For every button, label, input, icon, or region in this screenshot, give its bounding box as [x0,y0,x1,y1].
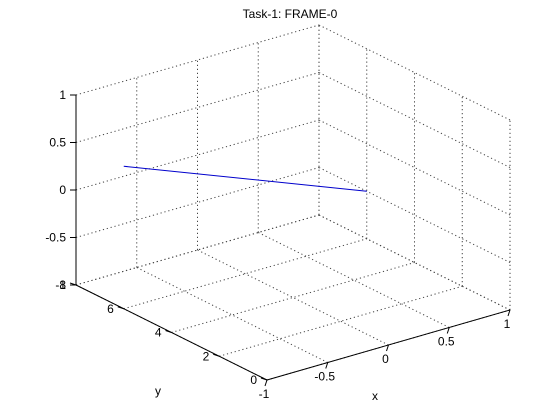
y-tick-mark [117,306,124,310]
side-wall-grid-line [318,72,511,168]
floor-grid-line [197,249,389,346]
x-axis-label: x [372,389,378,403]
floor-grid-line [171,262,415,333]
chart-title: Task-1: FRAME-0 [243,7,338,21]
z-tick-label: 1 [59,88,66,102]
z-tick-label: 0.5 [49,136,66,150]
x-tick-label: -1 [259,387,270,401]
x-tick-mark [325,362,329,369]
y-tick-mark [213,353,220,357]
series-line [123,165,367,192]
back-wall-grid-line [75,72,320,143]
z-tick-label: -0.5 [45,231,66,245]
z-tick-label: -1 [55,278,66,292]
x-tick-label: -0.5 [314,370,335,384]
x-tick-mark [386,344,389,352]
chart-grid [75,24,511,381]
y-tick-label: 6 [107,302,114,316]
x-tick-mark [264,379,268,387]
y-tick-label: 0 [250,373,257,387]
x-tick-mark [446,327,450,334]
x-tick-mark [507,309,511,317]
floor-grid-line [258,232,450,328]
floor-grid-line [136,267,328,363]
z-tick-label: 0 [59,183,66,197]
y-tick-label: 4 [155,326,162,340]
series-layer [123,165,367,192]
axes-frame [69,94,511,387]
back-wall-grid-line [75,119,320,191]
x-tick-label: 0 [382,352,389,366]
x-tick-label: 1 [504,317,511,331]
x-tick-label: 0.5 [438,335,455,349]
floor-grid-line [219,285,463,357]
y-axis-label: y [155,384,161,398]
y-tick-mark [260,377,268,381]
y-tick-label: 2 [203,349,210,363]
y-tick-mark [165,330,172,333]
y-tick-label: 8 [59,278,66,292]
floor-grid-line [123,238,367,310]
